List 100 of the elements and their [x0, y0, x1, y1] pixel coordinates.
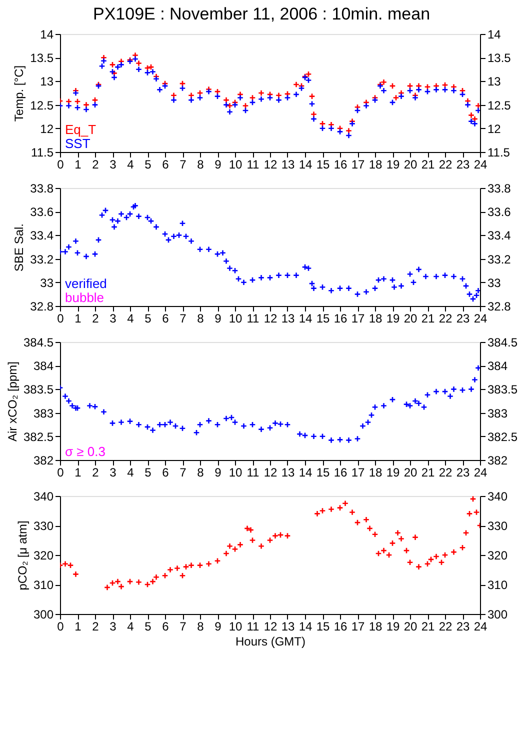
x-tick-label: 5: [144, 466, 152, 480]
x-tick-label: 8: [197, 158, 204, 172]
x-tick-label: 12: [264, 466, 278, 480]
x-tick-label: 21: [421, 158, 435, 172]
x-tick-label: 23: [456, 312, 470, 326]
x-tick-label: 21: [421, 620, 435, 634]
y-axis-title: Temp. [°C]: [12, 65, 26, 122]
y-tick-label: 13.5: [30, 51, 54, 66]
x-tick-label: 7: [180, 466, 187, 480]
y-tick-label: 383.5: [23, 382, 54, 397]
x-tick-label: 23: [456, 620, 470, 634]
x-tick-label: 10: [228, 466, 242, 480]
y2-tick-label: 310: [488, 578, 508, 592]
x-tick-label: 3: [110, 158, 117, 172]
y-tick-label: 300: [33, 608, 54, 622]
x-tick-label: 24: [474, 158, 488, 172]
x-axis-title: Hours (GMT): [236, 634, 306, 648]
y2-tick-label: 320: [488, 548, 508, 562]
y2-tick-label: 340: [488, 490, 508, 504]
x-tick-label: 16: [334, 620, 348, 634]
y-tick-label: 382: [33, 454, 54, 468]
x-tick-label: 22: [438, 466, 452, 480]
x-tick-label: 20: [404, 312, 418, 326]
x-tick-label: 15: [316, 620, 330, 634]
x-tick-label: 17: [351, 158, 365, 172]
x-tick-label: 10: [228, 312, 242, 326]
y2-tick-label: 33.4: [488, 228, 512, 243]
x-tick-label: 23: [456, 158, 470, 172]
x-tick-label: 20: [404, 466, 418, 480]
x-tick-label: 11: [246, 620, 260, 634]
y-tick-label: 384.5: [23, 336, 54, 350]
x-tick-label: 8: [197, 312, 204, 326]
x-tick-label: 9: [214, 158, 222, 172]
x-tick-label: 13: [281, 466, 295, 480]
x-tick-label: 4: [127, 158, 134, 172]
x-tick-label: 19: [386, 620, 400, 634]
annotation: σ ≥ 0.3: [65, 444, 106, 459]
x-tick-label: 20: [404, 620, 418, 634]
y2-tick-label: 13: [488, 74, 502, 89]
x-tick-label: 2: [92, 158, 100, 172]
y2-tick-label: 12.5: [488, 98, 512, 112]
x-tick-label: 21: [421, 312, 435, 326]
y-tick-label: 33.2: [30, 252, 54, 266]
x-tick-label: 20: [404, 158, 418, 172]
x-tick-label: 19: [386, 312, 400, 326]
x-tick-label: 3: [110, 620, 117, 634]
y-tick-label: 340: [33, 490, 54, 504]
x-tick-label: 19: [386, 158, 400, 172]
x-tick-label: 2: [92, 466, 100, 480]
x-tick-label: 14: [298, 466, 312, 480]
x-tick-label: 1: [74, 466, 82, 480]
x-tick-label: 16: [334, 466, 348, 480]
x-tick-label: 6: [162, 312, 170, 326]
x-tick-label: 5: [144, 158, 152, 172]
y-tick-label: 330: [33, 519, 54, 533]
x-tick-label: 2: [92, 312, 100, 326]
x-tick-label: 17: [351, 466, 365, 480]
y-tick-label: 33.4: [30, 228, 54, 243]
x-tick-label: 1: [74, 312, 82, 326]
x-tick-label: 7: [180, 312, 187, 326]
x-tick-label: 12: [264, 312, 278, 326]
x-tick-label: 1: [74, 620, 82, 634]
y2-tick-label: 382: [488, 454, 508, 468]
y-tick-label: 11.5: [31, 146, 54, 160]
x-tick-label: 10: [228, 158, 242, 172]
y2-tick-label: 14: [488, 28, 502, 42]
y2-tick-label: 383.5: [488, 382, 518, 397]
x-tick-label: 9: [214, 620, 222, 634]
x-tick-label: 8: [197, 466, 204, 480]
y-tick-label: 382.5: [23, 430, 54, 444]
x-tick-label: 19: [386, 466, 400, 480]
x-tick-label: 22: [438, 158, 452, 172]
x-tick-label: 15: [316, 466, 330, 480]
x-tick-label: 13: [281, 620, 295, 634]
x-tick-label: 17: [351, 312, 365, 326]
x-tick-label: 23: [456, 466, 470, 480]
x-tick-label: 24: [474, 466, 488, 480]
x-tick-label: 18: [368, 466, 382, 480]
x-tick-label: 12: [264, 158, 278, 172]
y2-tick-label: 11.5: [488, 146, 510, 160]
y2-tick-label: 300: [488, 608, 508, 622]
x-tick-label: 14: [298, 158, 312, 172]
x-tick-label: 8: [197, 620, 204, 634]
y2-tick-label: 382.5: [488, 430, 518, 444]
x-tick-label: 24: [474, 312, 488, 326]
x-tick-label: 18: [368, 312, 382, 326]
chart-title: PX109E : November 11, 2006 : 10min. mean: [92, 4, 430, 24]
x-tick-label: 14: [298, 312, 312, 326]
x-tick-label: 11: [246, 466, 260, 480]
x-tick-label: 4: [127, 466, 134, 480]
y-axis-title: pCO₂ [μ atm]: [15, 520, 30, 590]
x-tick-label: 22: [438, 312, 452, 326]
y2-tick-label: 33: [488, 276, 502, 290]
x-tick-label: 12: [264, 620, 278, 634]
series-label: verified: [65, 276, 107, 291]
y-tick-label: 12.5: [30, 98, 54, 112]
y-tick-label: 32.8: [30, 300, 54, 314]
y-tick-label: 33.6: [30, 205, 54, 220]
y-axis-title: Air xCO₂ [ppm]: [5, 361, 20, 442]
x-tick-label: 4: [127, 620, 134, 634]
